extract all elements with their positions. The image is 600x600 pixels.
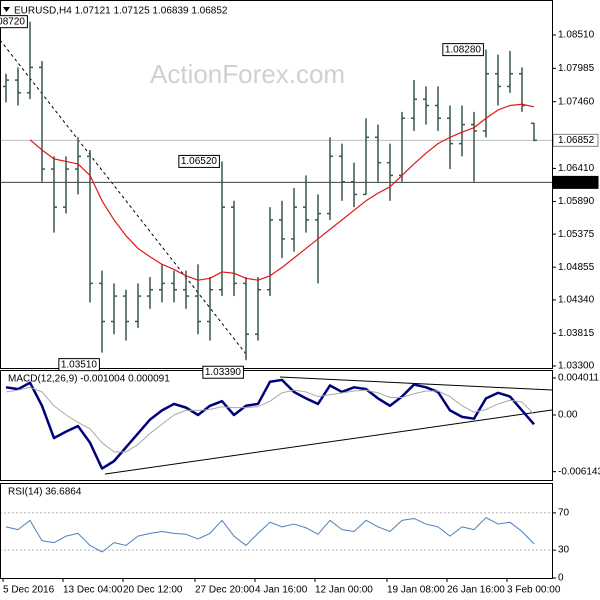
annotation-label: 1.03390 (205, 367, 242, 378)
x-tick-label: 3 Feb 00:00 (507, 585, 561, 596)
y-tick-label: -0.006143 (558, 466, 600, 477)
x-tick-label: 5 Dec 2016 (3, 585, 55, 596)
y-tick-label: 1.04855 (558, 262, 595, 273)
y-tick-label: 1.06410 (558, 163, 595, 174)
x-tick-label: 4 Jan 16:00 (255, 585, 308, 596)
series-line (5, 378, 535, 470)
annotation-label: 1.06520 (181, 156, 218, 167)
annotation-box (0, 15, 28, 29)
price-level-label: 1.06852 (558, 135, 595, 146)
x-tick-label: 13 Dec 04:00 (63, 585, 123, 596)
rsi-panel (0, 512, 552, 553)
annotation-label: 1.08720 (0, 16, 25, 27)
y-tick-label: 1.05890 (558, 196, 595, 207)
chart-title: EURUSD,H4 1.07121 1.07125 1.06839 1.0685… (14, 6, 228, 17)
rsi-title: RSI(14) 36.6864 (8, 487, 82, 498)
menu-arrow (3, 7, 10, 12)
annotation-label: 1.03510 (61, 359, 98, 370)
annotation-box (442, 43, 484, 57)
y-tick-label: 0.00 (558, 410, 578, 421)
panel-border (0, 370, 553, 481)
y-tick-label: 1.04340 (558, 295, 595, 306)
macd-title: MACD(12,26,9) -0.001004 0.000091 (8, 374, 170, 385)
series-line (5, 517, 535, 553)
y-tick-label: 70 (558, 508, 570, 519)
trend-line (104, 409, 552, 475)
price-panel (0, 21, 552, 361)
y-tick-label: 0.004011 (558, 373, 599, 384)
macd-panel (5, 376, 552, 475)
annotation-box (178, 154, 220, 168)
panel-border (0, 483, 553, 579)
axes: 1.08510 1.07985 1.07460 1.06410 1.05890 1.053… (2, 30, 600, 596)
y-tick-label: 1.03300 (558, 361, 595, 372)
annotation-box (58, 358, 100, 372)
x-tick-label: 20 Dec 12:00 (123, 585, 183, 596)
y-tick-label: 0 (558, 573, 564, 584)
watermark: ActionForex.com (150, 59, 345, 89)
x-tick-label: 26 Jan 16:00 (447, 585, 505, 596)
y-tick-label: 1.07460 (558, 96, 595, 107)
y-tick-label: 30 (558, 545, 570, 556)
y-tick-label: 1.05375 (558, 229, 595, 240)
trend-line (279, 376, 552, 391)
x-tick-label: 19 Jan 08:00 (387, 585, 445, 596)
annotation-label: 1.08280 (445, 44, 482, 55)
x-tick-label: 27 Dec 20:00 (195, 585, 255, 596)
price-level-label: 1.06190 (558, 177, 595, 188)
panel-border (0, 0, 553, 369)
y-tick-label: 1.08510 (558, 30, 595, 41)
y-tick-label: 1.07985 (558, 63, 595, 74)
annotation-box (202, 365, 244, 379)
series-line (5, 386, 535, 453)
x-tick-label: 12 Jan 00:00 (315, 585, 373, 596)
series-line (29, 103, 535, 281)
trend-line (0, 39, 247, 355)
y-tick-label: 1.03815 (558, 328, 595, 339)
